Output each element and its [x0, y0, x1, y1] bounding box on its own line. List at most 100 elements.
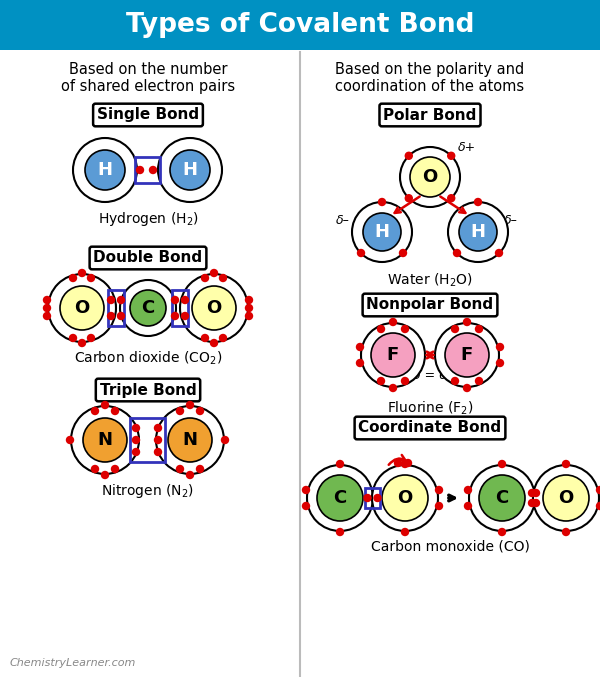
Bar [108, 290, 124, 326]
Circle shape [476, 326, 482, 332]
Circle shape [448, 152, 455, 159]
Circle shape [459, 213, 497, 251]
Circle shape [202, 274, 209, 282]
Text: Types of Covalent Bond: Types of Covalent Bond [126, 12, 474, 38]
Text: Fluorine (F$_2$): Fluorine (F$_2$) [386, 400, 473, 418]
Circle shape [155, 437, 161, 443]
Circle shape [371, 333, 415, 377]
Text: C: C [334, 489, 347, 507]
Text: Double Bond: Double Bond [94, 250, 203, 265]
Circle shape [401, 378, 409, 385]
Circle shape [404, 460, 412, 466]
Circle shape [464, 385, 470, 391]
Text: N: N [97, 431, 113, 449]
Circle shape [364, 494, 371, 502]
Circle shape [356, 359, 364, 366]
Circle shape [372, 465, 438, 531]
Circle shape [563, 460, 569, 468]
Circle shape [337, 460, 343, 468]
Circle shape [374, 494, 381, 502]
Circle shape [168, 418, 212, 462]
Circle shape [496, 250, 503, 257]
Circle shape [401, 326, 409, 332]
Circle shape [70, 334, 77, 341]
Circle shape [529, 500, 536, 506]
Circle shape [44, 297, 50, 303]
Circle shape [356, 343, 364, 351]
Circle shape [176, 466, 184, 473]
Circle shape [452, 378, 458, 385]
Circle shape [133, 448, 139, 456]
Text: O: O [74, 299, 89, 317]
Circle shape [172, 313, 179, 320]
Text: O: O [422, 168, 437, 186]
Circle shape [197, 466, 203, 473]
Text: δ–: δ– [336, 214, 350, 227]
Bar [130, 418, 165, 462]
Circle shape [533, 500, 539, 506]
Circle shape [130, 290, 166, 326]
Circle shape [479, 475, 525, 521]
Circle shape [182, 313, 188, 320]
Circle shape [71, 406, 139, 474]
Text: Polar Bond: Polar Bond [383, 108, 476, 123]
Circle shape [79, 339, 86, 347]
Circle shape [596, 502, 600, 510]
Text: H: H [374, 223, 389, 241]
Circle shape [497, 359, 503, 366]
Circle shape [91, 408, 98, 414]
Circle shape [302, 502, 310, 510]
Circle shape [202, 334, 209, 341]
Circle shape [197, 408, 203, 414]
Circle shape [499, 460, 505, 468]
Circle shape [220, 334, 227, 341]
Circle shape [245, 297, 253, 303]
Circle shape [118, 297, 125, 303]
Circle shape [533, 465, 599, 531]
Text: O: O [559, 489, 574, 507]
Text: F: F [461, 346, 473, 364]
Text: O: O [397, 489, 413, 507]
Circle shape [187, 471, 193, 479]
Circle shape [91, 466, 98, 473]
Circle shape [389, 318, 397, 326]
Circle shape [48, 274, 116, 342]
Circle shape [67, 437, 74, 443]
Circle shape [400, 147, 460, 207]
Circle shape [435, 323, 499, 387]
Circle shape [405, 195, 412, 202]
Bar [0, 0, 600, 50]
Circle shape [176, 408, 184, 414]
Circle shape [245, 313, 253, 320]
Circle shape [337, 529, 343, 536]
Circle shape [389, 385, 397, 391]
Circle shape [499, 529, 505, 536]
Circle shape [73, 138, 137, 202]
Bar [365, 488, 380, 508]
Circle shape [156, 406, 224, 474]
Circle shape [307, 465, 373, 531]
Circle shape [405, 152, 412, 159]
Text: δ–: δ– [504, 214, 518, 227]
Circle shape [563, 529, 569, 536]
Text: Carbon monoxide (CO): Carbon monoxide (CO) [371, 540, 529, 554]
Circle shape [317, 475, 363, 521]
Circle shape [377, 326, 385, 332]
Circle shape [448, 195, 455, 202]
Text: ChemistryLearner.com: ChemistryLearner.com [10, 658, 136, 668]
Text: Single Bond: Single Bond [97, 108, 199, 123]
Circle shape [454, 250, 461, 257]
Circle shape [133, 437, 139, 443]
Text: C: C [496, 489, 509, 507]
Text: H: H [97, 161, 113, 179]
Circle shape [302, 487, 310, 494]
Circle shape [187, 401, 193, 408]
Circle shape [436, 502, 443, 510]
Circle shape [221, 437, 229, 443]
Circle shape [464, 502, 472, 510]
Circle shape [379, 198, 386, 206]
Circle shape [158, 138, 222, 202]
Circle shape [220, 274, 227, 282]
Circle shape [44, 305, 50, 311]
Circle shape [85, 150, 125, 190]
